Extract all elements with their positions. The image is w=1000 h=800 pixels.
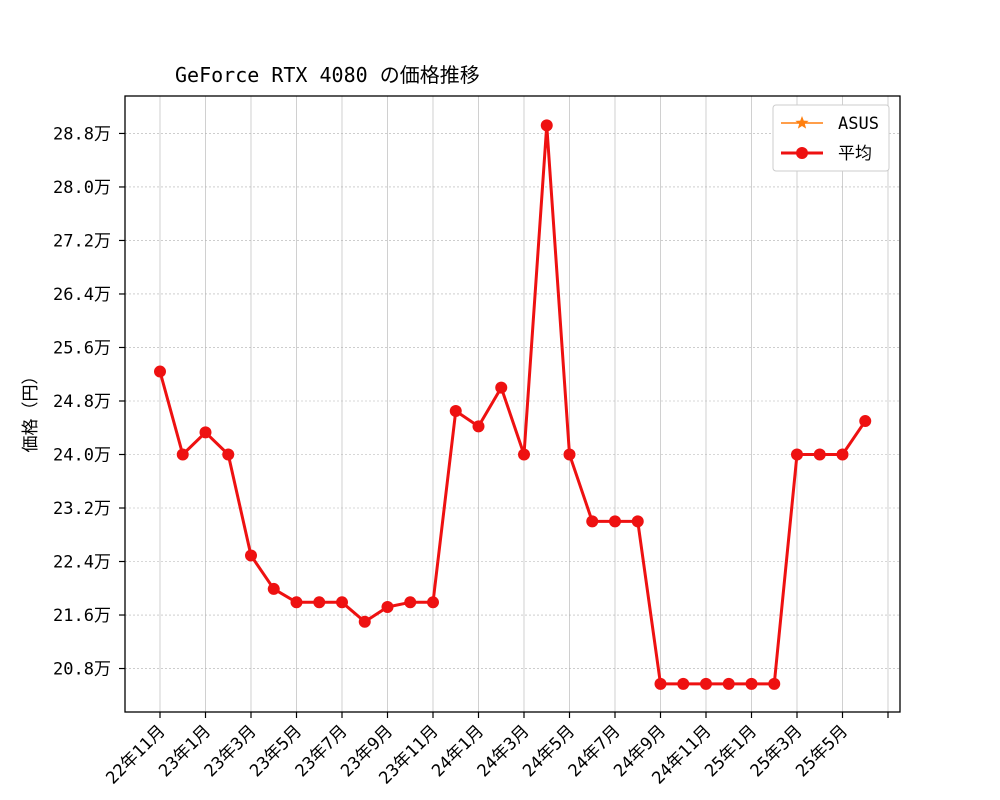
data-point [791, 448, 803, 461]
data-point [677, 677, 690, 690]
data-point [540, 119, 553, 132]
data-point [199, 426, 212, 439]
data-point [449, 405, 462, 418]
data-point [609, 515, 621, 528]
y-axis-label: 価格（円） [21, 368, 41, 453]
y-tick-label: 26.4万 [53, 285, 111, 305]
data-point [358, 615, 371, 628]
data-point [245, 549, 257, 562]
y-tick-label: 28.8万 [53, 124, 111, 144]
series-layer [154, 119, 872, 690]
y-tick-label: 20.8万 [53, 660, 111, 680]
data-point [336, 596, 348, 609]
chart-title: GeForce RTX 4080 の価格推移 [175, 63, 480, 87]
y-tick-label: 21.6万 [53, 606, 111, 626]
data-point [654, 677, 667, 690]
data-point [518, 448, 530, 461]
data-point [381, 600, 394, 613]
data-point [700, 677, 712, 690]
data-point [427, 596, 439, 609]
legend-asus-label: ASUS [838, 114, 879, 134]
data-point [722, 677, 735, 690]
data-point [404, 596, 417, 609]
data-point [290, 596, 303, 609]
data-point [313, 596, 326, 609]
data-point [745, 677, 758, 690]
data-point [563, 448, 576, 461]
legend-asus-star-icon [795, 116, 809, 129]
data-point [859, 415, 872, 428]
data-point [813, 448, 826, 461]
y-axis: 20.8万 21.6万 22.4万 23.2万 24.0万 24.8万 25.6万 26.4万… [53, 124, 125, 680]
data-point [836, 448, 849, 461]
data-point [495, 381, 508, 394]
data-point [768, 677, 781, 690]
plot-frame [124, 95, 901, 713]
data-point [176, 448, 189, 461]
y-tick-label: 23.2万 [53, 499, 111, 519]
y-tick-label: 22.4万 [53, 553, 111, 573]
data-point [631, 515, 644, 528]
data-point [154, 365, 166, 378]
data-point [222, 448, 235, 461]
y-tick-label: 28.0万 [53, 178, 111, 198]
y-tick-label: 24.8万 [53, 392, 111, 412]
legend-average-marker [796, 147, 808, 159]
grid [125, 96, 900, 712]
legend-average-label: 平均 [838, 144, 872, 164]
data-point [586, 515, 599, 528]
y-tick-label: 27.2万 [53, 231, 111, 251]
legend: ASUS 平均 [772, 104, 890, 172]
data-point [267, 582, 280, 595]
data-point [472, 420, 485, 433]
y-tick-label: 25.6万 [53, 338, 111, 358]
y-tick-label: 24.0万 [53, 445, 111, 465]
